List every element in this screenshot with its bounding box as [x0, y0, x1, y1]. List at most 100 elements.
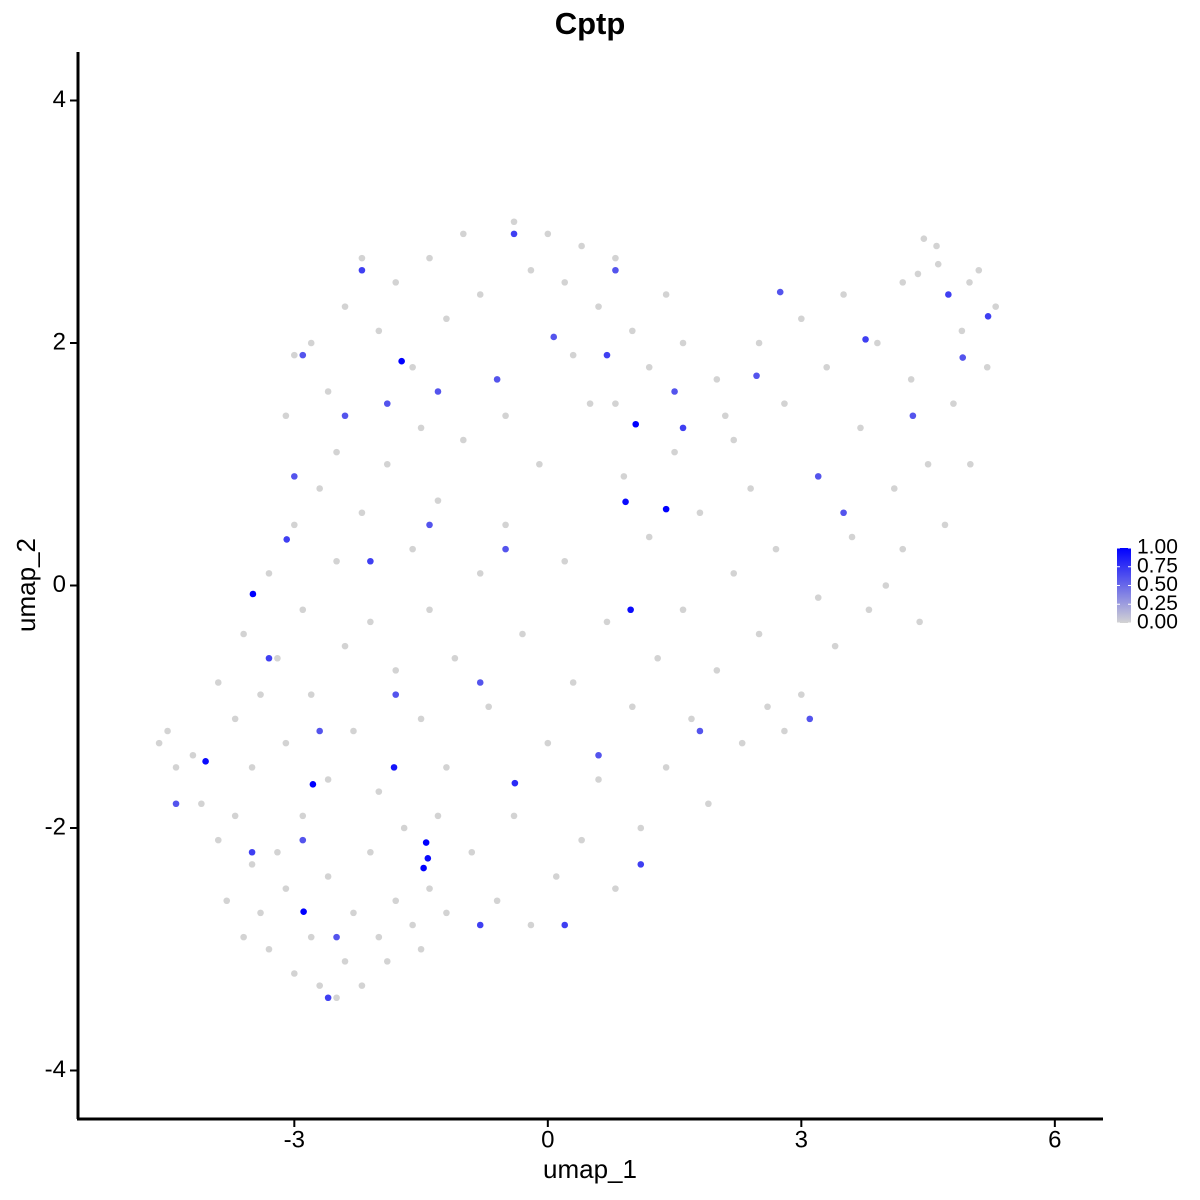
point [578, 836, 585, 844]
point [172, 764, 180, 771]
point [493, 376, 501, 383]
point [417, 945, 425, 953]
point [300, 908, 307, 915]
point [662, 291, 670, 298]
point [612, 400, 619, 407]
colorbar-label: 0.00 [1137, 611, 1178, 634]
point [383, 400, 391, 407]
colorbar-label: 0.25 [1137, 592, 1178, 615]
point [772, 545, 780, 553]
point [316, 485, 323, 492]
point [713, 667, 721, 674]
point [248, 861, 256, 868]
y-tick-label: 0 [53, 571, 66, 598]
point [283, 536, 291, 543]
colorbar-label: 0.75 [1137, 554, 1178, 577]
point [282, 739, 290, 747]
point [945, 291, 952, 298]
point [527, 921, 535, 929]
point [309, 781, 317, 788]
point [966, 279, 973, 286]
point [350, 727, 357, 735]
point [214, 836, 222, 844]
point [586, 400, 594, 407]
point [662, 764, 670, 771]
point [291, 970, 298, 977]
point [907, 376, 915, 383]
point [248, 764, 256, 771]
point [916, 618, 923, 626]
point [967, 460, 974, 468]
point [341, 412, 349, 420]
point [781, 400, 788, 407]
point [595, 303, 602, 310]
point [424, 855, 432, 862]
point [202, 758, 209, 765]
point [595, 751, 602, 759]
point [265, 570, 273, 577]
point [612, 254, 619, 262]
point [257, 909, 264, 917]
point [390, 764, 398, 771]
point [899, 545, 907, 553]
point [223, 897, 231, 905]
point [383, 958, 391, 965]
point [324, 776, 332, 783]
point [367, 618, 374, 626]
point [755, 339, 763, 347]
point [358, 266, 366, 274]
point [924, 460, 932, 468]
colorbar-label: 1.00 [1137, 536, 1178, 559]
point [398, 357, 405, 365]
point [519, 630, 526, 638]
point [747, 485, 754, 492]
point [755, 630, 763, 638]
point [274, 848, 281, 856]
point [612, 266, 619, 274]
point [324, 388, 332, 395]
point [632, 420, 640, 428]
point [561, 279, 569, 286]
point [865, 606, 873, 614]
point [671, 388, 678, 395]
point [240, 933, 247, 941]
point [544, 230, 552, 238]
x-axis-title: umap_1 [543, 1154, 637, 1184]
point [671, 448, 678, 456]
point [392, 691, 400, 698]
point [358, 509, 366, 517]
point [333, 557, 340, 565]
point [460, 230, 467, 238]
point [333, 448, 340, 456]
point [595, 776, 602, 783]
point [738, 739, 746, 747]
point [443, 764, 450, 771]
point [240, 630, 247, 638]
y-tick-label: -4 [45, 1056, 66, 1083]
point [417, 715, 425, 723]
point [307, 933, 315, 941]
colorbar-label: 0.50 [1137, 573, 1178, 596]
point [476, 679, 484, 686]
point [914, 270, 922, 278]
point [420, 864, 427, 872]
point [367, 848, 374, 856]
point [941, 521, 949, 529]
point [831, 642, 839, 650]
point [189, 751, 197, 759]
point [798, 315, 805, 323]
point [527, 266, 535, 274]
point [409, 545, 416, 553]
point [409, 921, 416, 929]
point [426, 521, 433, 529]
point [375, 933, 383, 941]
point [172, 800, 180, 808]
point [654, 654, 661, 662]
point [468, 848, 476, 856]
point [316, 982, 323, 989]
point [730, 436, 738, 444]
point [485, 703, 492, 711]
point [476, 570, 484, 577]
point [848, 533, 856, 541]
point [781, 727, 788, 735]
